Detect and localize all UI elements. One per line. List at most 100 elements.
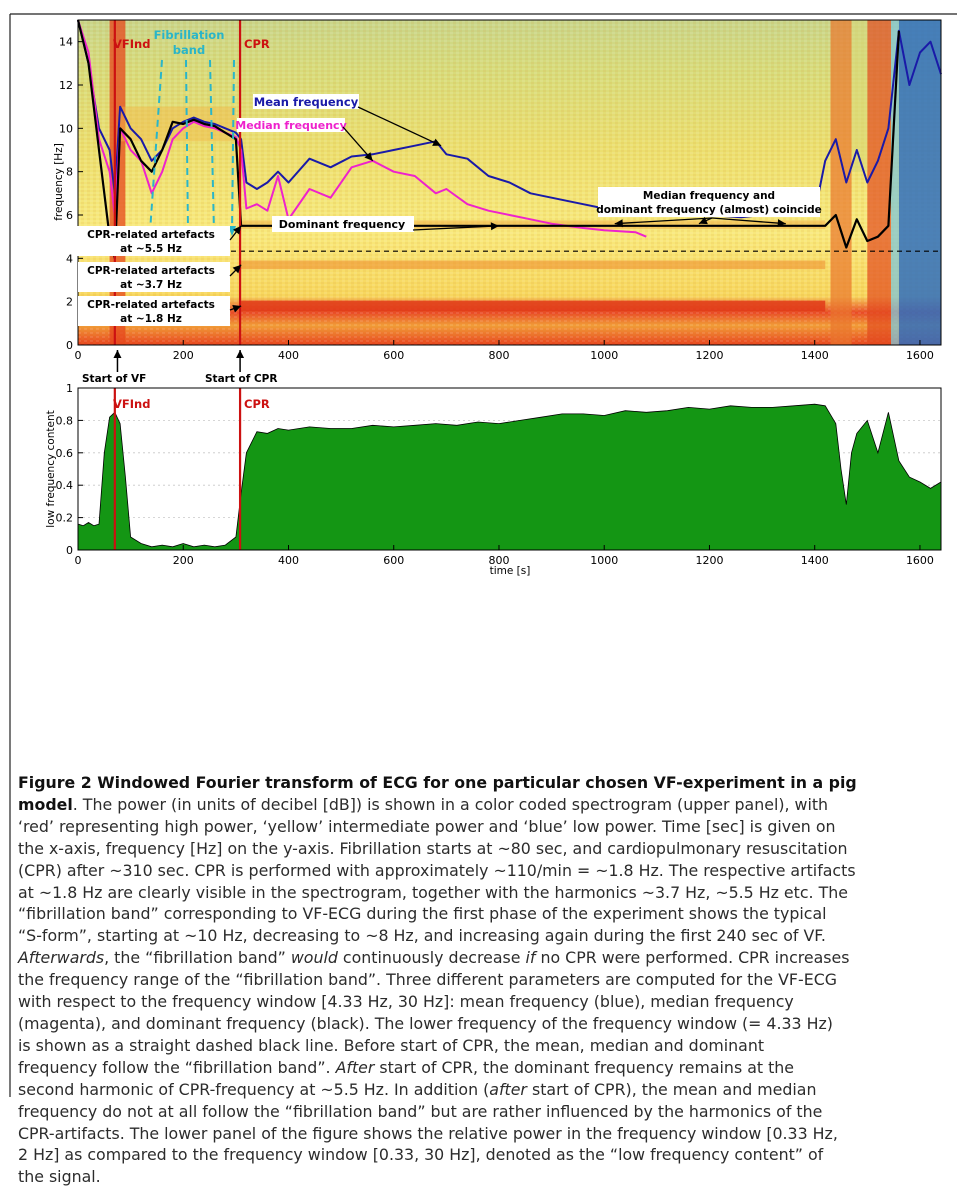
fibrillation-arrow-2 — [185, 59, 189, 233]
artefact-callout-3: CPR-related artefacts at ~1.8 Hz — [78, 296, 230, 326]
cpr-artefact-band-1-8hz — [241, 300, 826, 312]
caption-line-14: frequency follow the “fibrillation band”… — [18, 1057, 795, 1077]
caption-line-2: model. The power (in units of decibel [d… — [18, 794, 940, 816]
caption-line-4: the x-axis, frequency [Hz] on the y-axis… — [18, 838, 848, 858]
upper-y-tick-label: 0 — [66, 339, 73, 352]
dominant-frequency-line — [76, 19, 900, 260]
dominant-frequency-arrow-head — [490, 222, 499, 231]
caption-line-13: is shown as a straight dashed black line… — [18, 1035, 765, 1055]
artefact-arrow-2-head — [232, 264, 242, 274]
artefact-callout-2: CPR-related artefacts at ~3.7 Hz — [78, 262, 230, 292]
caption-title-tail: model — [18, 794, 73, 814]
mean-frequency-arrow-head — [432, 138, 442, 146]
caption-line-1: Figure 2 Windowed Fourier transform of E… — [18, 772, 940, 794]
upper-y-tick-label: 12 — [59, 79, 73, 92]
late-band-1 — [830, 20, 852, 345]
lower-cpr-label: CPR — [244, 397, 270, 411]
upper-x-tick-label: 1400 — [801, 349, 829, 362]
caption-line-10: the frequency range of the “fibrillation… — [18, 970, 837, 990]
mean-frequency-arrow — [357, 106, 442, 147]
start-of-vf-arrow-head — [113, 350, 122, 358]
caption-line-19: the signal. — [18, 1167, 101, 1187]
cpr-label: CPR — [244, 37, 270, 51]
late-blue-region — [898, 20, 941, 345]
vfind-label: VFInd — [113, 37, 150, 51]
upper-x-tick-label: 0 — [75, 349, 82, 362]
fibrillation-band-label-line1: Fibrillation — [154, 28, 225, 42]
late-band-2 — [867, 20, 892, 345]
fibrillation-band-label-line2: band — [173, 43, 205, 57]
caption-line-5: (CPR) after ~310 sec. CPR is performed w… — [18, 860, 856, 880]
coincide-arrow-2-head — [698, 216, 708, 225]
artefact-label-2-line2: at ~3.7 Hz — [120, 279, 182, 291]
caption-line-6: at ~1.8 Hz are clearly visible in the sp… — [18, 882, 848, 902]
lower-vfind-label: VFInd — [113, 397, 150, 411]
median-frequency-label: Median frequency — [235, 119, 347, 132]
late-cyan-stripe — [891, 20, 899, 345]
fibrillation-arrow-3 — [209, 59, 215, 233]
start-arrows — [113, 350, 245, 372]
upper-y-tick-label: 10 — [59, 122, 73, 135]
start-of-vf-label: Start of VF — [82, 373, 146, 385]
artefact-label-2-line1: CPR-related artefacts — [87, 265, 215, 277]
coincide-arrow-3 — [711, 217, 786, 225]
spectrogram-panel: 0 2 4 6 8 10 12 14 0 200 400 600 800 1000 1200 1400 160… — [53, 19, 942, 385]
spectrogram-axes-box — [77, 19, 942, 346]
fibrillation-arrow-4 — [231, 59, 235, 233]
lower-x-tick-label: 400 — [278, 554, 299, 567]
caption-title: Figure 2 Windowed Fourier transform of E… — [18, 773, 857, 792]
figure-frame — [9, 13, 957, 1097]
median-frequency-line — [77, 19, 647, 238]
lower-y-tick-label: 0.4 — [56, 479, 74, 492]
caption-line-15: second harmonic of CPR-frequency at ~5.5… — [18, 1079, 817, 1099]
upper-x-tick-label: 800 — [488, 349, 509, 362]
lower-y-tick-label: 0.2 — [56, 512, 74, 525]
lower-x-tick-label: 600 — [383, 554, 404, 567]
caption-line-16: frequency do not at all follow the “fibr… — [18, 1101, 823, 1121]
coincide-label-line1: Median frequency and — [643, 190, 775, 202]
lower-y-tick-label: 0.8 — [56, 414, 74, 427]
start-of-cpr-label: Start of CPR — [205, 373, 277, 385]
upper-x-tick-label: 1000 — [590, 349, 618, 362]
coincide-callout: Median frequency and dominant frequency … — [596, 187, 822, 217]
caption-line-18: 2 Hz] as compared to the frequency windo… — [18, 1145, 824, 1165]
artefact-arrow-1-head — [233, 225, 242, 235]
upper-x-tick-label: 200 — [173, 349, 194, 362]
cpr-artefact-band-3-7hz — [241, 260, 826, 270]
lower-x-tick-label: 1400 — [801, 554, 829, 567]
dominant-frequency-label: Dominant frequency — [279, 218, 405, 231]
artefact-arrow-3-head — [232, 304, 242, 313]
upper-x-tick-label: 1200 — [695, 349, 723, 362]
caption-line-12: (magenta), and dominant frequency (black… — [18, 1013, 833, 1033]
lower-x-tick-label: 200 — [173, 554, 194, 567]
median-frequency-arrow-head — [364, 152, 373, 161]
median-frequency-callout: Median frequency — [235, 118, 347, 132]
fibrillation-arrow-1 — [149, 59, 163, 233]
dominant-frequency-arrow — [412, 225, 500, 231]
caption-line-3: ‘red’ representing high power, ‘yellow’ … — [18, 816, 836, 836]
lower-y-tick-label: 0.6 — [56, 447, 74, 460]
upper-x-ticks: 0 200 400 600 800 1000 1200 1400 1600 — [75, 340, 934, 362]
upper-y-tick-label: 14 — [59, 36, 73, 49]
lower-y-tick-label: 0 — [66, 544, 73, 557]
artefact-label-3-line2: at ~1.8 Hz — [120, 313, 182, 325]
artefact-callout-1: CPR-related artefacts at ~5.5 Hz — [72, 226, 230, 256]
lower-y-axis-label: low frequency content — [45, 410, 57, 527]
caption-line-11: with respect to the frequency window [4.… — [18, 992, 794, 1012]
upper-y-tick-label: 2 — [66, 296, 73, 309]
upper-x-tick-label: 600 — [383, 349, 404, 362]
lower-x-tick-label: 1600 — [906, 554, 934, 567]
caption-line-17: CPR-artifacts. The lower panel of the fi… — [18, 1123, 838, 1143]
artefact-label-1-line1: CPR-related artefacts — [87, 229, 215, 241]
lower-x-tick-label: 0 — [75, 554, 82, 567]
artefact-label-1-line2: at ~5.5 Hz — [120, 243, 182, 255]
lower-y-ticks: 0 0.2 0.4 0.6 0.8 1 — [56, 382, 83, 557]
lower-x-tick-label: 1000 — [590, 554, 618, 567]
lower-y-tick-label: 1 — [66, 382, 73, 395]
coincide-label-line2: dominant frequency (almost) coincide — [596, 204, 822, 216]
mean-frequency-callout: Mean frequency — [253, 94, 359, 109]
upper-y-tick-label: 4 — [66, 252, 73, 265]
upper-y-axis-label: frequency [Hz] — [53, 143, 65, 221]
annotation-arrows — [229, 106, 786, 313]
upper-y-tick-label: 8 — [66, 166, 73, 179]
